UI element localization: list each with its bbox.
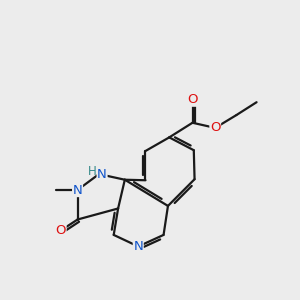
Text: O: O (187, 93, 198, 106)
Text: O: O (210, 122, 220, 134)
Text: N: N (73, 184, 82, 196)
Text: H: H (88, 164, 96, 178)
Text: N: N (134, 240, 143, 253)
Text: N: N (97, 168, 107, 181)
Text: O: O (56, 224, 66, 237)
